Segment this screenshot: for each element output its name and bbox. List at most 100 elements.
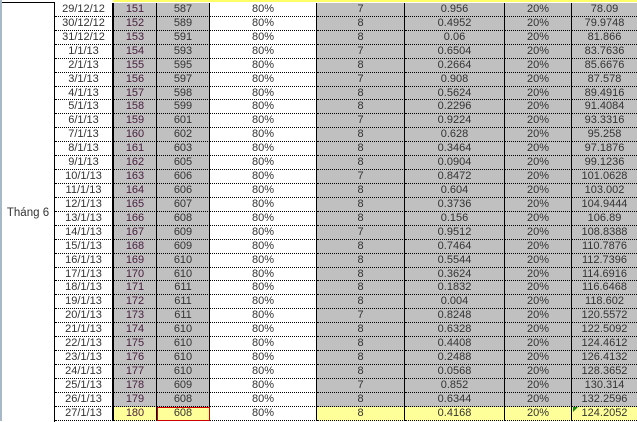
count-cell[interactable]: 599 [157,100,210,115]
percent-80-cell[interactable]: 80% [210,86,317,101]
count-cell[interactable]: 611 [157,309,210,324]
percent-20-cell[interactable]: 20% [505,3,572,17]
date-cell[interactable]: 7/1/13 [55,128,113,143]
fraction-cell[interactable]: 0.9224 [405,114,505,129]
fraction-cell[interactable]: 0.3624 [405,267,505,282]
percent-80-cell[interactable]: 80% [210,44,317,59]
fraction-cell[interactable]: 0.0904 [405,156,505,171]
total-cell[interactable]: 79.9748 [572,16,637,31]
percent-20-cell[interactable]: 20% [505,142,572,157]
total-cell[interactable]: 108.8388 [572,225,637,240]
percent-20-cell[interactable]: 20% [505,44,572,59]
day-index-cell[interactable]: 178 [113,378,157,393]
value-cell[interactable]: 7 [317,378,405,393]
percent-20-cell[interactable]: 20% [505,30,572,45]
percent-80-cell[interactable]: 80% [210,309,317,324]
fraction-cell[interactable]: 0.1832 [405,281,505,296]
total-cell[interactable]: 78.09 [572,3,637,17]
day-index-cell[interactable]: 177 [113,364,157,379]
count-cell[interactable]: 603 [157,142,210,157]
percent-20-cell[interactable]: 20% [505,253,572,268]
total-cell[interactable]: 103.002 [572,183,637,198]
percent-80-cell[interactable]: 80% [210,378,317,393]
percent-20-cell[interactable]: 20% [505,323,572,338]
value-cell[interactable]: 8 [317,323,405,338]
date-cell[interactable]: 19/1/13 [55,295,113,310]
fraction-cell[interactable]: 0.6504 [405,44,505,59]
count-cell[interactable]: 597 [157,72,210,87]
percent-20-cell[interactable]: 20% [505,239,572,254]
total-cell[interactable]: 97.1876 [572,142,637,157]
value-cell[interactable]: 8 [317,183,405,198]
count-cell[interactable]: 608 [157,211,210,226]
day-index-cell[interactable]: 153 [113,30,157,45]
total-cell[interactable]: 81.866 [572,30,637,45]
date-cell[interactable]: 21/1/13 [55,323,113,338]
day-index-cell[interactable]: 151 [113,3,157,17]
day-index-cell[interactable]: 172 [113,295,157,310]
percent-20-cell[interactable]: 20% [505,267,572,282]
fraction-cell[interactable]: 0.2296 [405,100,505,115]
date-cell[interactable]: 1/1/13 [55,44,113,59]
total-cell[interactable]: 114.6916 [572,267,637,282]
fraction-cell[interactable]: 0.4952 [405,16,505,31]
percent-80-cell[interactable]: 80% [210,267,317,282]
fraction-cell[interactable]: 0.8472 [405,170,505,184]
percent-20-cell[interactable]: 20% [505,337,572,352]
value-cell[interactable]: 8 [317,211,405,226]
count-cell[interactable]: 587 [157,3,210,17]
percent-80-cell[interactable]: 80% [210,183,317,198]
fraction-cell[interactable]: 0.0568 [405,364,505,379]
percent-20-cell[interactable]: 20% [505,170,572,184]
total-cell[interactable]: 126.4132 [572,351,637,365]
fraction-cell[interactable]: 0.908 [405,72,505,87]
total-cell[interactable]: 106.89 [572,211,637,226]
day-index-cell[interactable]: 158 [113,100,157,115]
percent-20-cell[interactable]: 20% [505,114,572,129]
total-cell[interactable]: 132.2596 [572,392,637,407]
percent-20-cell[interactable]: 20% [505,128,572,143]
count-cell[interactable]: 609 [157,225,210,240]
month-group-cell[interactable]: Tháng 6 [2,2,55,422]
percent-80-cell[interactable]: 80% [210,364,317,379]
value-cell[interactable]: 8 [317,337,405,352]
percent-80-cell[interactable]: 80% [210,253,317,268]
day-index-cell[interactable]: 179 [113,392,157,407]
value-cell[interactable]: 8 [317,267,405,282]
date-cell[interactable]: 3/1/13 [55,72,113,87]
day-index-cell[interactable]: 162 [113,156,157,171]
value-cell[interactable]: 7 [317,309,405,324]
count-cell[interactable]: 598 [157,86,210,101]
percent-80-cell[interactable]: 80% [210,281,317,296]
date-cell[interactable]: 4/1/13 [55,86,113,101]
day-index-cell[interactable]: 176 [113,351,157,365]
value-cell[interactable]: 8 [317,406,405,421]
value-cell[interactable]: 8 [317,156,405,171]
day-index-cell[interactable]: 160 [113,128,157,143]
date-cell[interactable]: 22/1/13 [55,337,113,352]
day-index-cell[interactable]: 170 [113,267,157,282]
fraction-cell[interactable]: 0.004 [405,295,505,310]
date-cell[interactable]: 24/1/13 [55,364,113,379]
percent-80-cell[interactable]: 80% [210,100,317,115]
count-cell[interactable]: 601 [157,114,210,129]
day-index-cell[interactable]: 152 [113,16,157,31]
total-cell[interactable]: 104.9444 [572,197,637,212]
day-index-cell[interactable]: 156 [113,72,157,87]
percent-20-cell[interactable]: 20% [505,392,572,407]
percent-20-cell[interactable]: 20% [505,156,572,171]
value-cell[interactable]: 8 [317,364,405,379]
count-cell[interactable]: 610 [157,267,210,282]
date-cell[interactable]: 6/1/13 [55,114,113,129]
value-cell[interactable]: 7 [317,72,405,87]
count-cell[interactable]: 595 [157,58,210,73]
count-cell[interactable]: 606 [157,170,210,184]
percent-80-cell[interactable]: 80% [210,128,317,143]
date-cell[interactable]: 9/1/13 [55,156,113,171]
percent-20-cell[interactable]: 20% [505,16,572,31]
fraction-cell[interactable]: 0.956 [405,3,505,17]
percent-80-cell[interactable]: 80% [210,156,317,171]
percent-80-cell[interactable]: 80% [210,114,317,129]
value-cell[interactable]: 8 [317,392,405,407]
percent-20-cell[interactable]: 20% [505,86,572,101]
